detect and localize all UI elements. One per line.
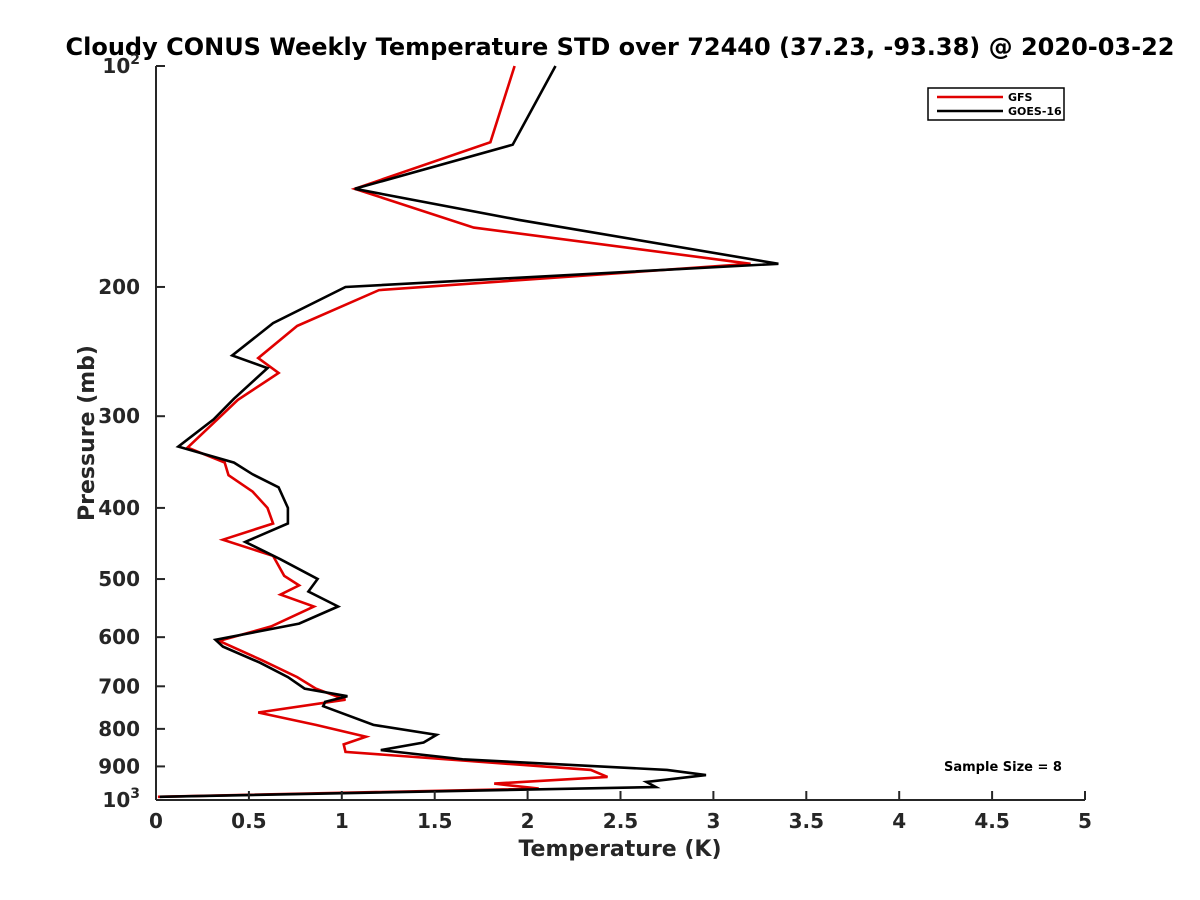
series-line-gfs <box>157 65 751 799</box>
x-tick-label-7: 3.5 <box>789 809 824 833</box>
y-tick-label-9: 103 <box>102 786 140 812</box>
legend-label-goes16: GOES-16 <box>1008 105 1062 118</box>
sample-size-annotation: Sample Size = 8 <box>944 760 1062 775</box>
y-tick-label-3: 400 <box>98 496 140 520</box>
x-tick-label-3: 1.5 <box>417 809 452 833</box>
x-tick-label-0: 0 <box>149 809 163 833</box>
y-tick-label-4: 500 <box>98 567 140 591</box>
legend: GFS GOES-16 <box>927 87 1065 121</box>
x-ticks: 0 0.5 1 1.5 2 2.5 3 3.5 4 4.5 5 <box>149 791 1092 833</box>
y-tick-label-5: 600 <box>98 625 140 649</box>
x-axis-label: Temperature (K) <box>518 837 721 862</box>
series-layer <box>157 65 779 799</box>
y-tick-label-8: 900 <box>98 754 140 778</box>
y-tick-label-1: 200 <box>98 275 140 299</box>
y-tick-label-6: 700 <box>98 674 140 698</box>
y-tick-label-2: 300 <box>98 404 140 428</box>
x-tick-label-9: 4.5 <box>974 809 1009 833</box>
x-tick-label-5: 2.5 <box>603 809 638 833</box>
x-tick-label-4: 2 <box>521 809 535 833</box>
x-tick-label-10: 5 <box>1078 809 1092 833</box>
chart-title: Cloudy CONUS Weekly Temperature STD over… <box>66 33 1175 61</box>
x-tick-label-6: 3 <box>706 809 720 833</box>
y-tick-label-0: 102 <box>102 52 140 78</box>
y-axis-label: Pressure (mb) <box>75 345 100 521</box>
legend-box <box>927 87 1065 121</box>
x-tick-label-2: 1 <box>335 809 349 833</box>
legend-label-gfs: GFS <box>1008 91 1033 104</box>
y-ticks: 102 200 300 400 500 600 700 800 900 103 <box>98 52 165 812</box>
y-tick-label-7: 800 <box>98 717 140 741</box>
x-tick-label-1: 0.5 <box>231 809 266 833</box>
x-tick-label-8: 4 <box>892 809 906 833</box>
series-line-goes16 <box>159 65 779 799</box>
